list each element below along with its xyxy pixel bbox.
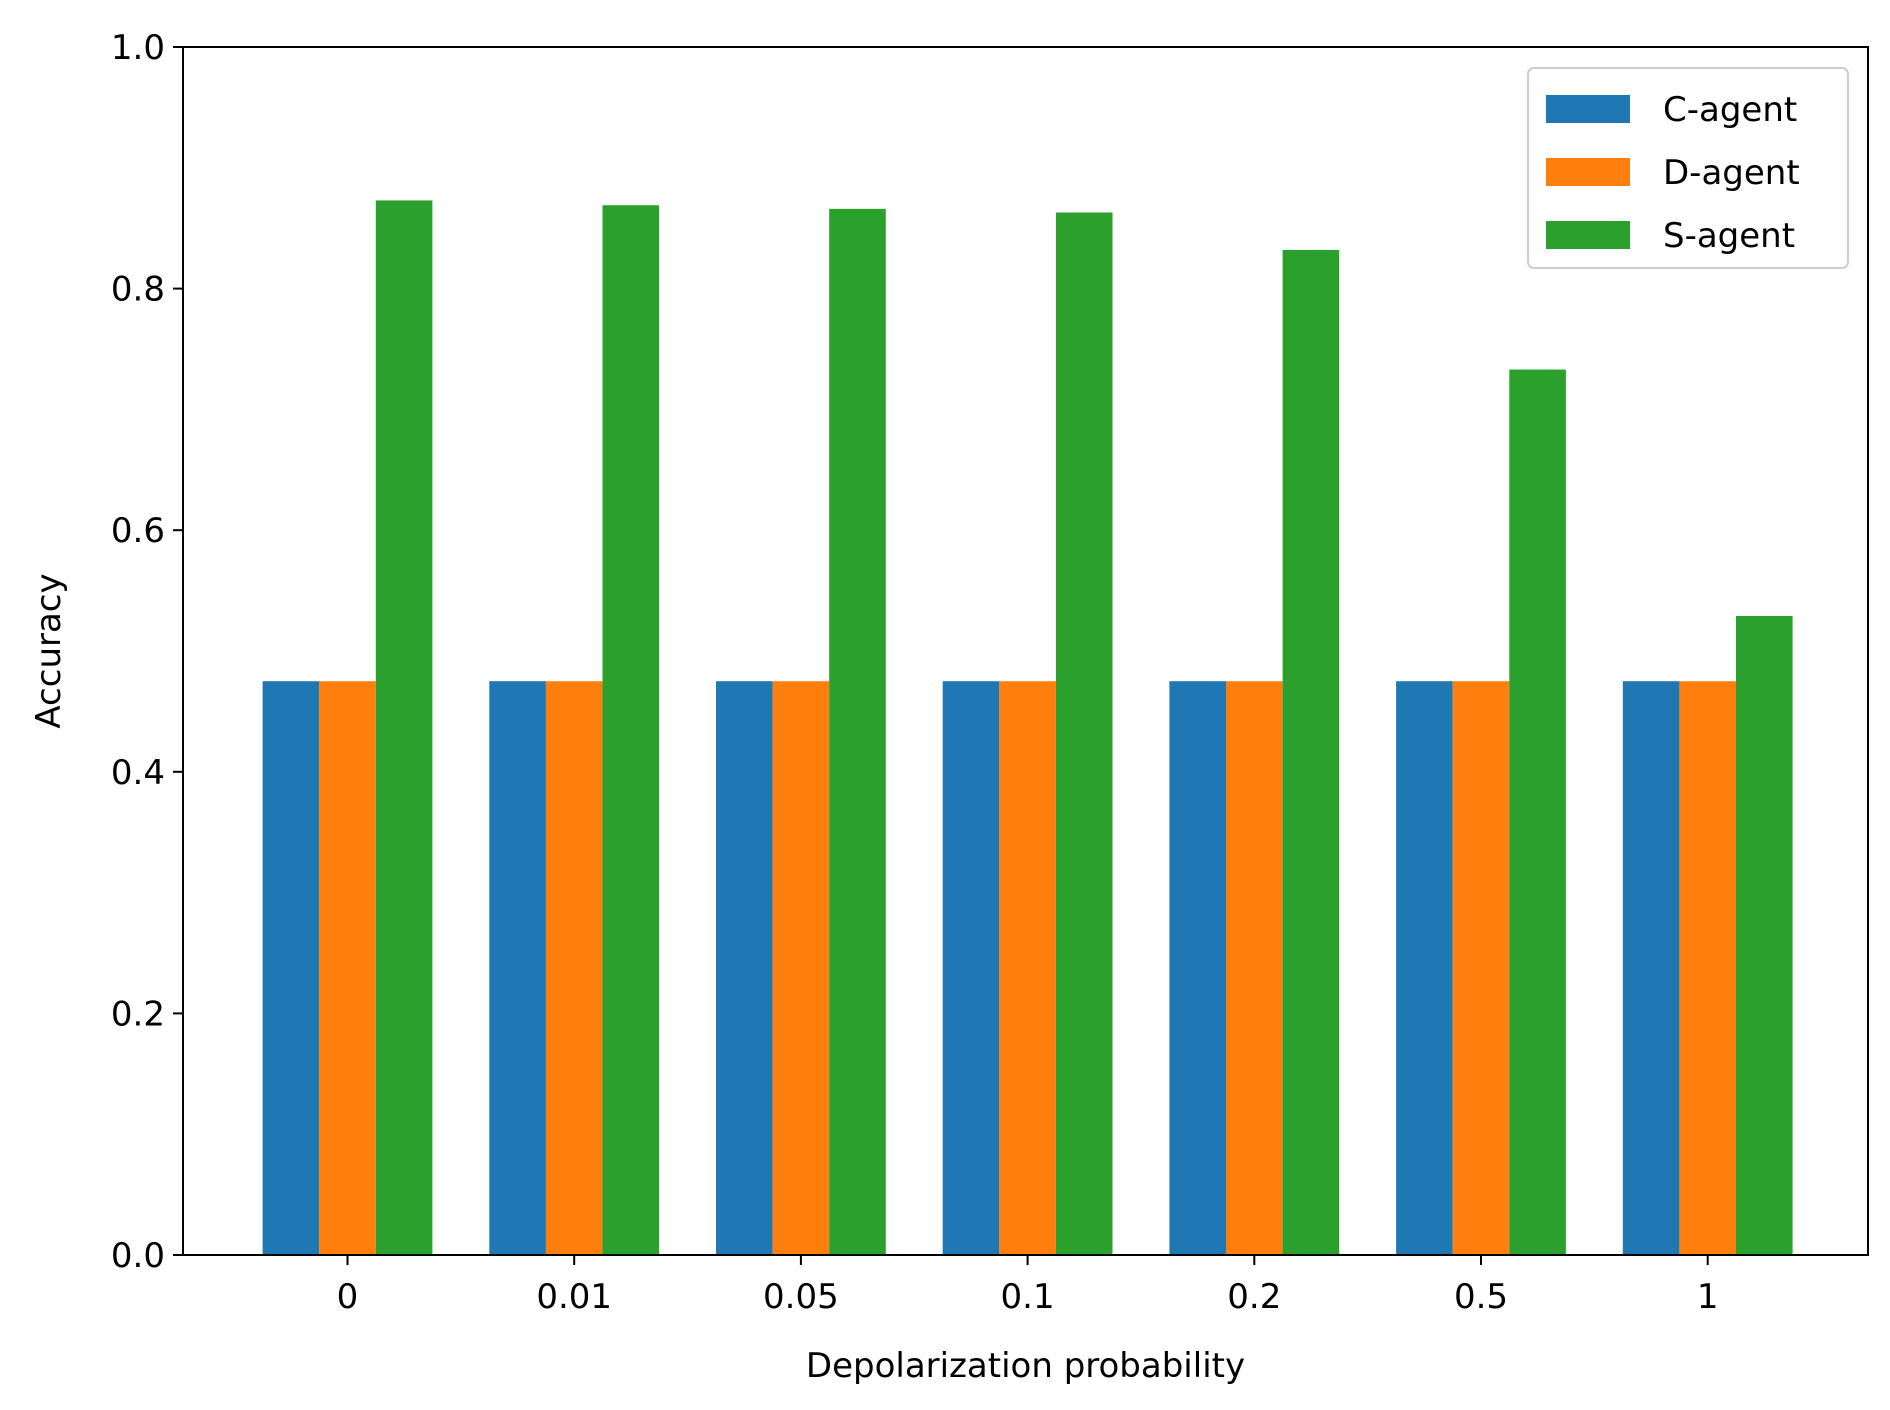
x-tick-label: 0 — [337, 1277, 359, 1317]
x-tick-label: 0.2 — [1227, 1277, 1281, 1317]
bar-s-agent-0_01 — [602, 205, 660, 1255]
bar-d-agent-0_5 — [1452, 681, 1510, 1255]
bar-c-agent-0 — [262, 681, 320, 1255]
bar-c-agent-0_5 — [1396, 681, 1453, 1255]
y-axis: 0.0 0.2 0.4 0.6 0.8 1.0 — [111, 28, 183, 1276]
legend-label-s-agent: S-agent — [1663, 216, 1795, 256]
bars-group — [262, 200, 1793, 1255]
y-tick-label: 0.6 — [111, 511, 165, 551]
bar-s-agent-1 — [1736, 615, 1793, 1255]
legend-swatch-d-agent — [1546, 158, 1630, 186]
bar-d-agent-0_2 — [1226, 681, 1283, 1255]
y-tick-label: 0.8 — [111, 270, 165, 310]
y-axis-label: Accuracy — [29, 573, 69, 728]
bar-s-agent-0_05 — [829, 208, 886, 1255]
bar-s-agent-0_5 — [1509, 369, 1566, 1255]
bar-s-agent-0_2 — [1282, 249, 1340, 1255]
y-tick-label: 1.0 — [111, 28, 165, 68]
x-tick-label: 1 — [1697, 1277, 1719, 1317]
bar-c-agent-0_01 — [489, 681, 546, 1255]
x-tick-label: 0.5 — [1454, 1277, 1508, 1317]
bar-d-agent-0_01 — [545, 681, 603, 1255]
legend-swatch-s-agent — [1546, 221, 1630, 249]
plot-frame — [182, 46, 1869, 1256]
x-axis: 0 0.01 0.05 0.1 0.2 0.5 1 — [337, 1255, 1719, 1317]
bar-d-agent-0_05 — [772, 681, 830, 1255]
x-tick-label: 0.01 — [536, 1277, 612, 1317]
legend-label-c-agent: C-agent — [1663, 90, 1797, 130]
bar-d-agent-1 — [1679, 681, 1736, 1255]
bar-s-agent-0 — [375, 200, 433, 1255]
x-tick-label: 0.1 — [1001, 1277, 1055, 1317]
bar-c-agent-0_1 — [942, 681, 1000, 1255]
bar-s-agent-0_1 — [1055, 212, 1113, 1255]
bar-d-agent-0_1 — [999, 681, 1056, 1255]
y-tick-label: 0.4 — [111, 753, 165, 793]
x-tick-label: 0.05 — [763, 1277, 839, 1317]
legend: C-agent D-agent S-agent — [1527, 67, 1849, 269]
legend-swatch-c-agent — [1546, 95, 1630, 123]
bar-c-agent-0_2 — [1169, 681, 1226, 1255]
bar-d-agent-0 — [319, 681, 376, 1255]
bar-c-agent-1 — [1622, 681, 1680, 1255]
bar-c-agent-0_05 — [716, 681, 773, 1255]
x-axis-label: Depolarization probability — [806, 1346, 1245, 1386]
y-tick-label: 0.2 — [111, 994, 165, 1034]
y-tick-label: 0.0 — [111, 1236, 165, 1276]
legend-label-d-agent: D-agent — [1663, 153, 1800, 193]
